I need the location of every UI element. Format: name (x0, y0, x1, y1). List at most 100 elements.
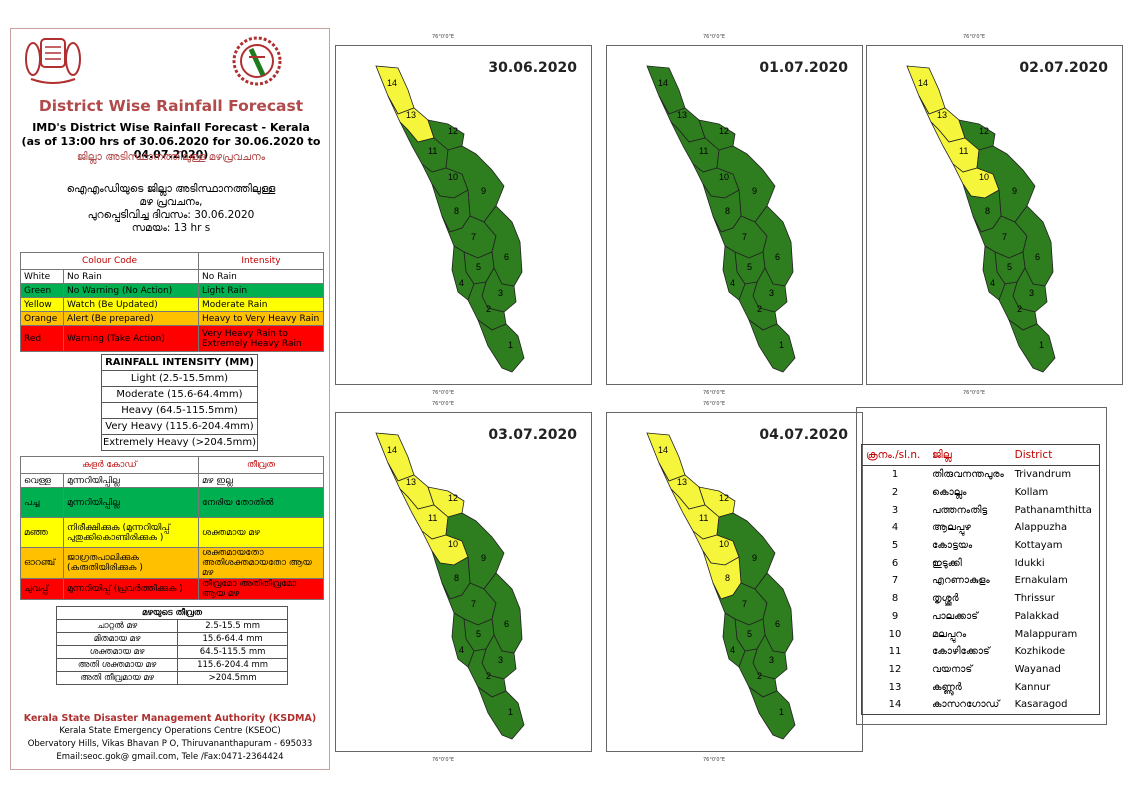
ml-colour-intensity: നേരിയ തോതിൽ (198, 487, 324, 518)
colour-name: Orange (20, 311, 64, 326)
kerala-map: 14 13 12 11 10 9 8 7 6 5 4 32 1 (906, 65, 1056, 373)
ml-colour-code-row: വെള്ള മുന്നറിയിപ്പില്ല മഴ ഇല്ല (20, 473, 324, 488)
district-label: 5 (747, 629, 752, 639)
ml-colour-meaning: മുന്നറിയിപ്പ് (പ്രവർത്തിക്കുക ) (63, 578, 199, 600)
district-ml: മലപ്പുറം (932, 628, 967, 640)
district-ml: തൃശ്ശൂർ (932, 593, 959, 605)
kerala-map: 14 13 12 11 10 9 8 7 6 5 4 32 1 (646, 65, 796, 373)
longitude-tick-bottom: 76°0'0"E (703, 757, 726, 763)
district-label: 10 (719, 172, 729, 182)
district-label: 4 (459, 645, 464, 655)
district-label: 3 (769, 288, 774, 298)
ml-colour-code-row: മഞ്ഞ നിരീക്ഷിക്കുക (മുന്നറിയിപ്പ് പുതുക്ക… (20, 517, 324, 548)
ml-title: ജില്ലാ അടിസ്ഥാനത്തിലുള്ള മഴപ്രവചനം (76, 151, 266, 163)
district-label: 2 (757, 304, 762, 314)
colour-intensity: Light Rain (198, 283, 324, 298)
district-label: 2 (757, 671, 762, 681)
footer-org: Kerala State Disaster Management Authori… (23, 713, 317, 724)
rainfall-intensity-title: RAINFALL INTENSITY (MM) (101, 354, 258, 371)
district-legend: ക്രനം./sl.n. ജില്ല District 1 തിരുവനന്തപു… (856, 407, 1107, 725)
district-14 (646, 65, 686, 115)
ml-line-1: ഐഎംഡിയുടെ ജില്ലാ അടിസ്ഥാനത്തിലുള്ള (66, 183, 276, 195)
district-14 (646, 432, 686, 482)
colour-code-row: Green No Warning (No Action) Light Rain (20, 283, 324, 298)
district-label: 12 (979, 126, 989, 136)
district-row: 4 ആലപ്പുഴ Alappuzha (862, 519, 1100, 537)
district-en: Palakkad (1014, 610, 1060, 622)
district-row: 7 എറണാകുളം Ernakulam (862, 572, 1100, 590)
district-no: 6 (891, 557, 899, 569)
district-ml-header: ജില്ല (928, 444, 1011, 466)
ml-line-2: മഴ പ്രവചനം, (139, 196, 203, 208)
map-date: 30.06.2020 (488, 60, 577, 76)
intensity-row: Extremely Heavy (>204.5mm) (101, 434, 258, 451)
forecast-map: 30.06.2020 76°0'0"E 76°0'0"E 14 13 12 11 10 9 8 7 6… (335, 34, 592, 396)
district-no: 12 (888, 663, 902, 675)
district-label: 2 (1017, 304, 1022, 314)
district-label: 13 (677, 110, 687, 120)
district-row: 13 കണ്ണൂർ Kannur (862, 678, 1100, 696)
district-label: 6 (504, 252, 509, 262)
district-row: 12 വയനാട് Wayanad (862, 661, 1100, 679)
district-label: 4 (459, 278, 464, 288)
district-label: 5 (476, 629, 481, 639)
district-label: 7 (742, 232, 747, 242)
district-label: 8 (725, 573, 730, 583)
district-label: 1 (508, 340, 513, 350)
district-no: 9 (891, 610, 899, 622)
colour-code-row: Orange Alert (Be prepared) Heavy to Very H… (20, 311, 324, 326)
colour-name: Red (20, 325, 64, 352)
district-14 (375, 65, 415, 115)
footer-line-2: Kerala State Emergency Operations Centre… (59, 726, 281, 736)
district-en: Malappuram (1014, 628, 1078, 640)
ml-intensity-label: അതി തീവ്രമായ മഴ (55, 671, 179, 685)
district-label: 11 (428, 513, 437, 523)
ml-colour-code-table: കളർ കോഡ് തീവ്രത വെള്ള മുന്നറിയിപ്പില്ല മഴ … (20, 456, 324, 600)
longitude-tick-bottom: 76°0'0"E (963, 390, 986, 396)
district-label: 8 (454, 206, 459, 216)
district-row: 10 മലപ്പുറം Malappuram (862, 625, 1100, 643)
ml-intensity-label: മിതമായ മഴ (55, 632, 179, 646)
district-row: 3 പത്തനംതിട്ട Pathanamthitta (862, 501, 1100, 519)
forecast-map: 03.07.2020 76°0'0"E 76°0'0"E 14 13 12 11 10 9 8 7 6… (335, 401, 592, 763)
district-label: 3 (1029, 288, 1034, 298)
ml-colour-meaning: മുന്നറിയിപ്പില്ല (63, 487, 199, 518)
district-label: 11 (699, 146, 708, 156)
district-label: 10 (448, 172, 458, 182)
ml-intensity-row: മിതമായ മഴ 15.6-64.4 mm (55, 632, 288, 646)
district-label: 8 (454, 573, 459, 583)
district-label: 14 (658, 78, 668, 88)
district-label: 6 (775, 619, 780, 629)
ml-colour-name: പച്ച (20, 487, 64, 518)
district-1 (748, 685, 796, 740)
district-no: 5 (891, 540, 899, 552)
district-label: 14 (658, 445, 668, 455)
district-14 (375, 432, 415, 482)
district-label: 1 (1039, 340, 1044, 350)
map-date: 04.07.2020 (759, 427, 848, 443)
colour-code-table: Colour Code Intensity White No Rain No Rai… (20, 252, 324, 352)
district-no: 8 (891, 593, 899, 605)
ml-colour-meaning: മുന്നറിയിപ്പില്ല (63, 473, 199, 488)
forecast-period: (as of 13:00 hrs of 30.06.2020 for 30.06… (21, 135, 321, 161)
map-date: 02.07.2020 (1019, 60, 1108, 76)
ml-intensity-label: ശക്തമായ മഴ (55, 645, 179, 659)
district-label: 9 (752, 186, 757, 196)
ml-intensity-value: 115.6-204.4 mm (177, 658, 288, 672)
district-en: Kannur (1014, 681, 1051, 693)
intensity-row: Moderate (15.6-64.4mm) (101, 386, 258, 403)
intensity-row: Light (2.5-15.5mm) (101, 370, 258, 387)
longitude-tick: 76°0'0"E (703, 34, 726, 40)
longitude-tick-bottom: 76°0'0"E (703, 390, 726, 396)
district-ml: ആലപ്പുഴ (932, 522, 971, 534)
longitude-tick-bottom: 76°0'0"E (432, 390, 455, 396)
district-en: Thrissur (1014, 593, 1055, 605)
ml-intensity-value: >204.5mm (177, 671, 288, 685)
district-label: 12 (448, 126, 458, 136)
district-label: 13 (937, 110, 947, 120)
ml-colour-intensity: മഴ ഇല്ല (198, 473, 324, 488)
kerala-map: 14 13 12 11 10 9 8 7 6 5 4 32 1 (375, 432, 525, 740)
kerala-map: 14 13 12 11 10 9 8 7 6 5 4 32 1 (375, 65, 525, 373)
ml-intensity-value: 64.5-115.5 mm (177, 645, 288, 659)
district-label: 5 (476, 262, 481, 272)
